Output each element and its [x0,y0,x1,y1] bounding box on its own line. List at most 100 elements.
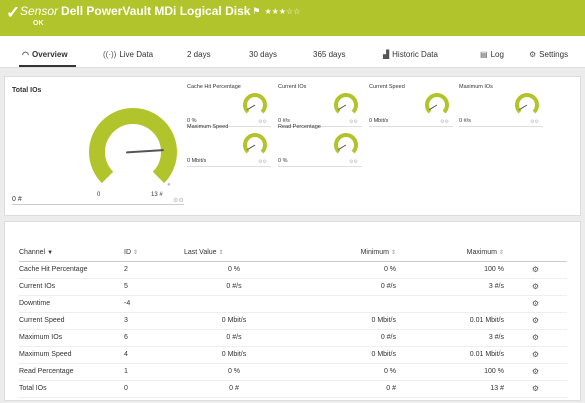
table-row[interactable]: Current IOs 5 0 #/s 0 #/s 3 #/s ⚙ [19,278,567,296]
mini-gauge-dial [334,133,358,154]
mini-gauge-needle [338,104,347,111]
mini-gauge-value: 0 % [187,118,197,124]
cell-maximum: 100 % [396,363,504,381]
table-row[interactable]: Downtime -4 ⚙ [19,295,567,313]
mini-gauge[interactable]: Cache Hit Percentage 0 % ⚙⚙ [187,84,275,127]
cell-channel[interactable]: Maximum Speed [19,346,124,364]
tab-label: Settings [539,50,569,59]
tab-historic-data[interactable]: ▟ Historic Data [383,36,438,68]
live-data-icon: ((·)) [103,50,117,59]
cell-channel[interactable]: Cache Hit Percentage [19,261,124,279]
channels-table: Channel ▼ ID ⇕ Last Value ⇕ Minimum ⇕ Maximu… [19,244,567,398]
header-label: Minimum [360,248,389,256]
mini-gauge-label: Maximum Speed [187,124,229,130]
sort-down-icon[interactable]: ▼ [47,249,54,256]
table-row[interactable]: Current Speed 3 0 Mbit/s 0 Mbit/s 0.01 M… [19,312,567,330]
mini-gauge[interactable]: Current IOs 0 #/s ⚙⚙ [278,84,366,127]
mini-gauge-label: Cache Hit Percentage [187,84,241,90]
channel-settings-gear-icon[interactable]: ⚙ [504,295,567,313]
divider [187,166,271,167]
tab-live-data[interactable]: ((·)) Live Data [103,36,153,68]
channel-settings-gear-icon[interactable]: ⚙ [504,329,567,347]
table-row[interactable]: Maximum IOs 6 0 #/s 0 #/s 3 #/s ⚙ [19,329,567,347]
cell-last-value: 0 % [184,261,284,279]
tab-label: Historic Data [392,50,438,59]
channel-settings-gear-icon[interactable]: ⚙ [504,312,567,330]
cell-channel[interactable]: Total IOs [19,380,124,398]
priority-stars[interactable]: ★★★☆☆ [264,7,301,16]
cell-channel[interactable]: Downtime [19,295,124,313]
gauge-options-icon[interactable]: ⚙⚙ [530,119,539,125]
sort-icon[interactable]: ⇕ [498,249,504,256]
channel-settings-gear-icon[interactable]: ⚙ [504,363,567,381]
cell-channel[interactable]: Current IOs [19,278,124,296]
primary-gauge-arc [89,108,177,184]
table-row[interactable]: Cache Hit Percentage 2 0 % 0 % 100 % ⚙ [19,261,567,279]
header-maximum[interactable]: Maximum ⇕ [396,244,504,262]
header-channel[interactable]: Channel ▼ [19,244,124,262]
gauge-options-icon[interactable]: ⚙⚙ [258,119,267,125]
flag-icon[interactable]: ⚑ [252,6,261,16]
cell-minimum: 0 #/s [284,329,396,347]
channel-settings-gear-icon[interactable]: ⚙ [504,346,567,364]
header-label: Channel [19,248,46,256]
cell-minimum: 0 #/s [284,278,396,296]
tab-log[interactable]: ▤ Log [480,36,504,68]
primary-gauge-max: 13 # [151,192,163,198]
header-minimum[interactable]: Minimum ⇕ [284,244,396,262]
mini-gauge-dial [243,93,267,114]
tab-30-days[interactable]: 30 days [249,36,277,68]
mini-gauge-needle [247,104,256,111]
tab-settings[interactable]: ⚙ Settings [529,36,568,68]
header-label: Last Value [184,248,217,256]
mini-gauge[interactable]: Maximum Speed 0 Mbit/s ⚙⚙ [187,124,275,167]
gauge-options-icon[interactable]: ⚙⚙ [349,159,358,165]
sensor-name: Dell PowerVault MDi Logical Disk [61,4,251,18]
sort-icon[interactable]: ⇕ [133,249,139,256]
mini-gauge-needle [429,104,438,111]
mini-gauge-value: 0 Mbit/s [187,158,207,164]
mini-gauge-arc [243,93,267,114]
tab-2-days[interactable]: 2 days [187,36,211,68]
cell-id: 6 [124,329,184,347]
cell-channel[interactable]: Read Percentage [19,363,124,381]
gauge-options-icon[interactable]: ⚙⚙ [349,119,358,125]
channel-settings-gear-icon[interactable]: ⚙ [504,380,567,398]
sort-icon[interactable]: ⇕ [218,249,224,256]
cell-maximum: 3 #/s [396,278,504,296]
gauge-options-icon[interactable]: ⚙⚙ [173,198,184,204]
header-id[interactable]: ID ⇕ [124,244,184,262]
gear-icon: ⚙ [529,50,537,59]
channels-panel: Channel ▼ ID ⇕ Last Value ⇕ Minimum ⇕ Maximu… [4,221,581,401]
primary-gauge-min: 0 [97,192,101,198]
primary-gauge[interactable] [85,106,181,192]
cell-minimum: 0 % [284,261,396,279]
mini-gauge-label: Read Percentage [278,124,321,130]
mini-gauge[interactable]: Maximum IOs 0 #/s ⚙⚙ [459,84,547,127]
table-row[interactable]: Total IOs 0 0 # 0 # 13 # ⚙ [19,380,567,398]
cell-channel[interactable]: Maximum IOs [19,329,124,347]
cell-channel[interactable]: Current Speed [19,312,124,330]
gauge-options-icon[interactable]: ⚙⚙ [440,119,449,125]
mini-gauge[interactable]: Read Percentage 0 % ⚙⚙ [278,124,366,167]
tab-365-days[interactable]: 365 days [313,36,345,68]
table-row[interactable]: Maximum Speed 4 0 Mbit/s 0 Mbit/s 0.01 M… [19,346,567,364]
channel-settings-gear-icon[interactable]: ⚙ [504,278,567,296]
mini-gauge-arc [515,93,539,114]
divider [278,166,362,167]
sort-icon[interactable]: ⇕ [390,249,396,256]
channel-settings-gear-icon[interactable]: ⚙ [504,261,567,279]
cell-maximum: 0.01 Mbit/s [396,312,504,330]
tab-overview[interactable]: ◠ Overview [19,36,76,68]
cell-last-value: 0 #/s [184,278,284,296]
cell-minimum: 0 Mbit/s [284,312,396,330]
table-row[interactable]: Read Percentage 1 0 % 0 % 100 % ⚙ [19,363,567,381]
cell-last-value: 0 Mbit/s [184,312,284,330]
gauge-options-icon[interactable]: ⚙⚙ [258,159,267,165]
mini-gauge-dial [243,133,267,154]
mini-gauge-arc [334,133,358,154]
menu-dot[interactable]: ● [167,182,171,188]
header-last-value[interactable]: Last Value ⇕ [184,244,284,262]
mini-gauge[interactable]: Current Speed 0 Mbit/s ⚙⚙ [369,84,457,127]
mini-gauge-label: Maximum IOs [459,84,493,90]
